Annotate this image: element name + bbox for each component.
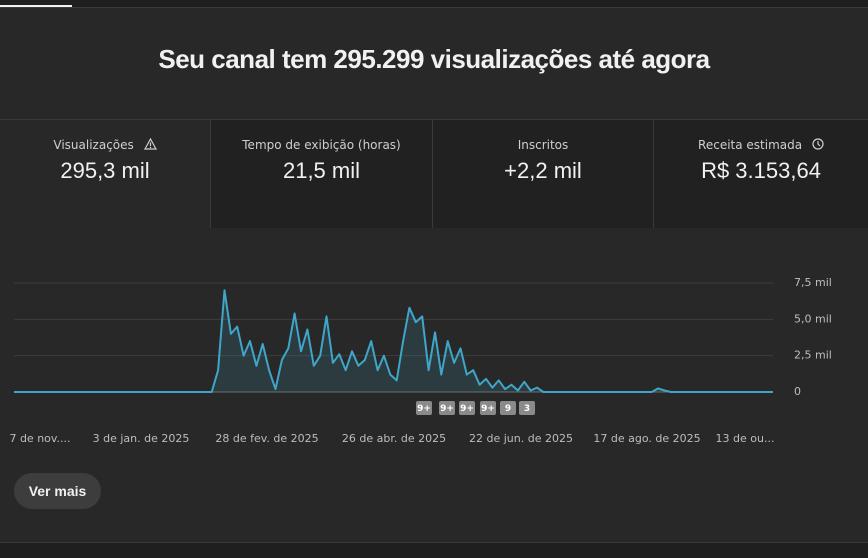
content-badge-label: 9+ — [417, 404, 431, 414]
content-badge-label: 9+ — [460, 404, 474, 414]
metric-value: R$ 3.153,64 — [701, 158, 821, 183]
x-tick-label: 3 de jan. de 2025 — [93, 432, 190, 445]
see-more-button[interactable]: Ver mais — [14, 473, 101, 509]
content-badge — [416, 401, 432, 415]
metric-value: 295,3 mil — [60, 158, 150, 183]
x-tick-label: 26 de abr. de 2025 — [342, 432, 446, 445]
metric-label: Inscritos — [517, 138, 569, 152]
heading: Seu canal tem 295.299 visualizações até … — [158, 44, 710, 74]
metric-card[interactable]: Visualizações 295,3 mil — [0, 119, 211, 228]
y-tick-label: 2,5 mil — [794, 349, 832, 362]
warning-icon — [143, 137, 157, 150]
tab-indicator — [0, 5, 72, 8]
content-badge — [439, 401, 455, 415]
x-tick-label: 17 de ago. de 2025 — [593, 432, 700, 445]
content-badge — [480, 401, 496, 415]
y-tick-label: 7,5 mil — [794, 276, 832, 289]
x-tick-label: 7 de nov.... — [9, 432, 70, 445]
x-tick-label: 13 de ou... — [716, 432, 775, 445]
content-badge-label: 9 — [505, 404, 511, 414]
metric-card[interactable]: Inscritos +2,2 mil — [433, 119, 654, 228]
metric-card[interactable]: Receita estimada R$ 3.153,64 — [654, 119, 868, 228]
metric-label: Tempo de exibição (horas) — [242, 138, 401, 152]
content-badge — [459, 401, 475, 415]
y-tick-label: 0 — [794, 385, 801, 398]
content-badge — [500, 401, 516, 415]
line — [14, 289, 773, 393]
clock-icon — [812, 138, 824, 150]
metric-value: 21,5 mil — [282, 158, 361, 183]
metric-label: Receita estimada — [698, 138, 803, 152]
metric-label: Visualizações — [53, 138, 134, 152]
content-badge-label: 3 — [524, 404, 530, 414]
content-badge-label: 9+ — [440, 404, 454, 414]
content-badge — [519, 401, 535, 415]
metric-card[interactable]: Tempo de exibição (horas) 21,5 mil — [211, 119, 433, 228]
metric-value: +2,2 mil — [504, 158, 582, 183]
content-badge-label: 9+ — [481, 404, 495, 414]
panel: Seu canal tem 295.299 visualizações até … — [0, 7, 868, 543]
y-tick-label: 5,0 mil — [794, 312, 832, 325]
x-tick-label: 22 de jun. de 2025 — [469, 432, 573, 445]
x-tick-label: 28 de fev. de 2025 — [215, 432, 318, 445]
